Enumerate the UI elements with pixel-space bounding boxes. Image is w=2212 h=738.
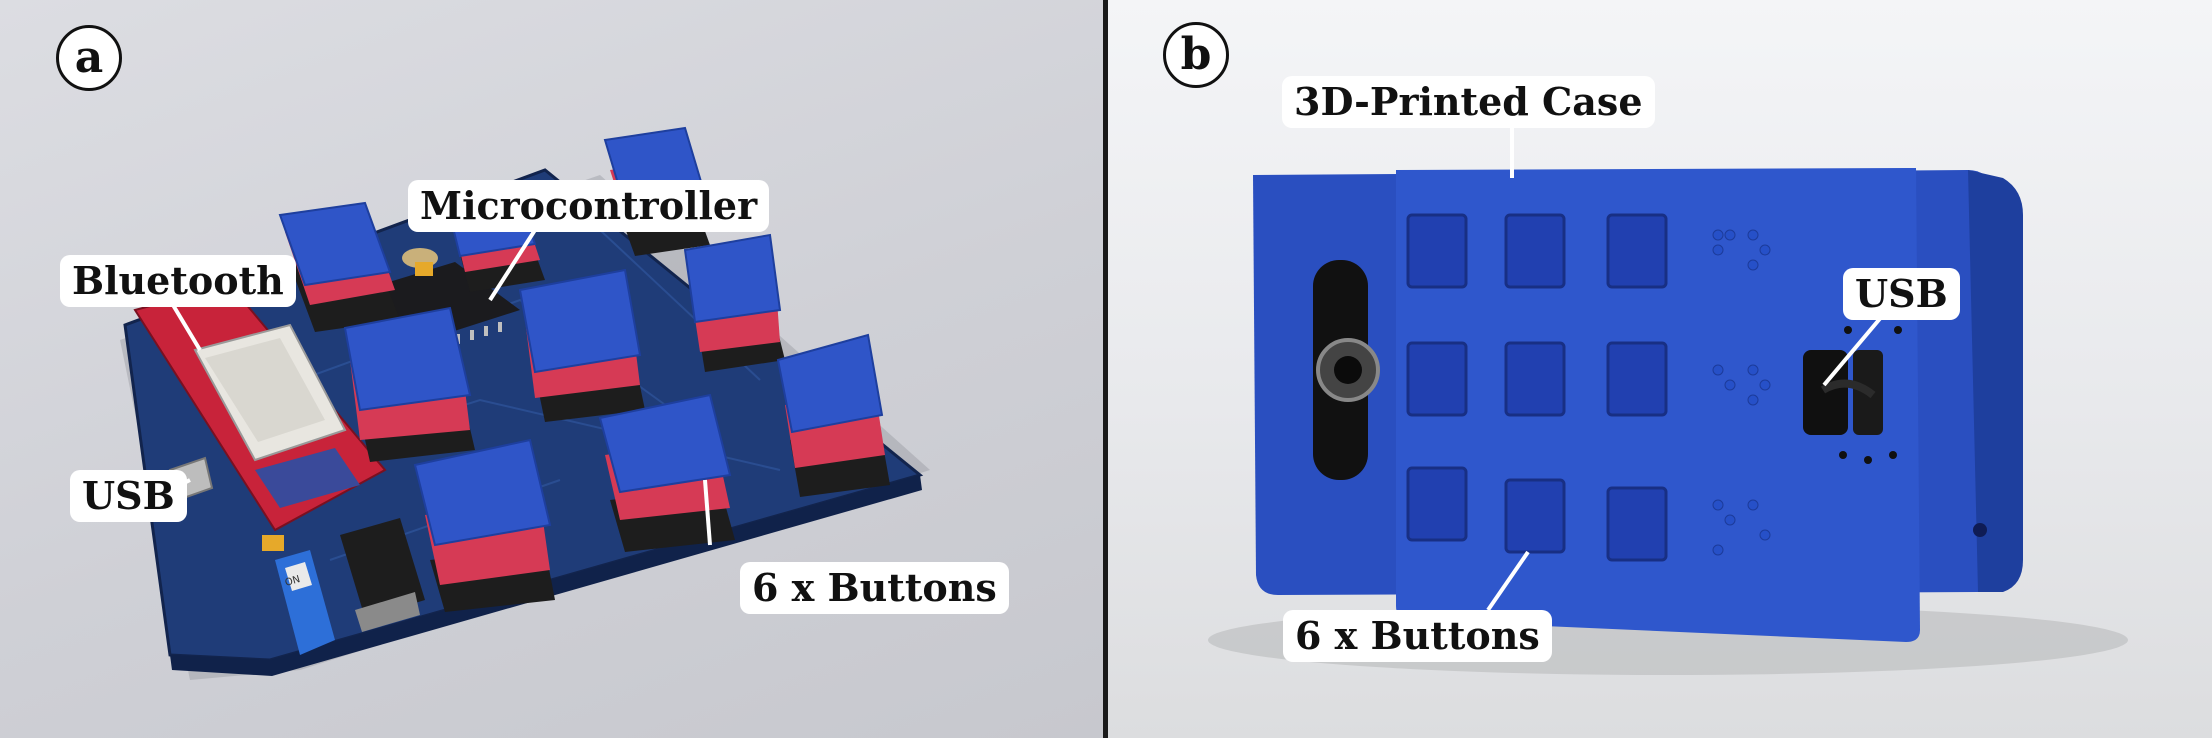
panel-label-a: a bbox=[56, 25, 122, 91]
button bbox=[1504, 478, 1566, 554]
prototype-case-photo bbox=[1208, 125, 2128, 675]
button bbox=[413, 438, 555, 612]
panel-b: b 3D-Printed Case USB 6 x Buttons bbox=[1108, 0, 2212, 738]
panel-label-b: b bbox=[1163, 22, 1229, 88]
switch-label: ON bbox=[284, 574, 302, 589]
button bbox=[1504, 213, 1566, 289]
button bbox=[598, 393, 735, 552]
braille-dots bbox=[1712, 229, 1771, 556]
callout-usb: USB bbox=[1843, 268, 1960, 320]
button bbox=[1606, 486, 1668, 562]
prototype-pcb-photo: ON bbox=[120, 126, 930, 680]
button-grid bbox=[1406, 213, 1668, 562]
button bbox=[1406, 466, 1468, 542]
button bbox=[1606, 213, 1668, 289]
button bbox=[776, 333, 890, 497]
button bbox=[1406, 213, 1468, 289]
callout-buttons: 6 x Buttons bbox=[740, 562, 1009, 614]
button bbox=[1606, 341, 1668, 417]
button bbox=[518, 268, 645, 422]
button bbox=[343, 306, 475, 462]
button bbox=[683, 233, 785, 372]
callout-microcontroller: Microcontroller bbox=[408, 180, 770, 232]
callout-buttons: 6 x Buttons bbox=[1283, 610, 1552, 662]
button bbox=[1406, 341, 1468, 417]
panel-divider bbox=[1103, 0, 1108, 738]
callout-usb: USB bbox=[70, 470, 187, 522]
button bbox=[278, 201, 400, 332]
button bbox=[1504, 341, 1566, 417]
panel-a: ON bbox=[0, 0, 1103, 738]
callout-bluetooth: Bluetooth bbox=[60, 255, 296, 307]
leader-lines bbox=[1486, 125, 1885, 612]
callout-printed-case: 3D-Printed Case bbox=[1282, 76, 1655, 128]
